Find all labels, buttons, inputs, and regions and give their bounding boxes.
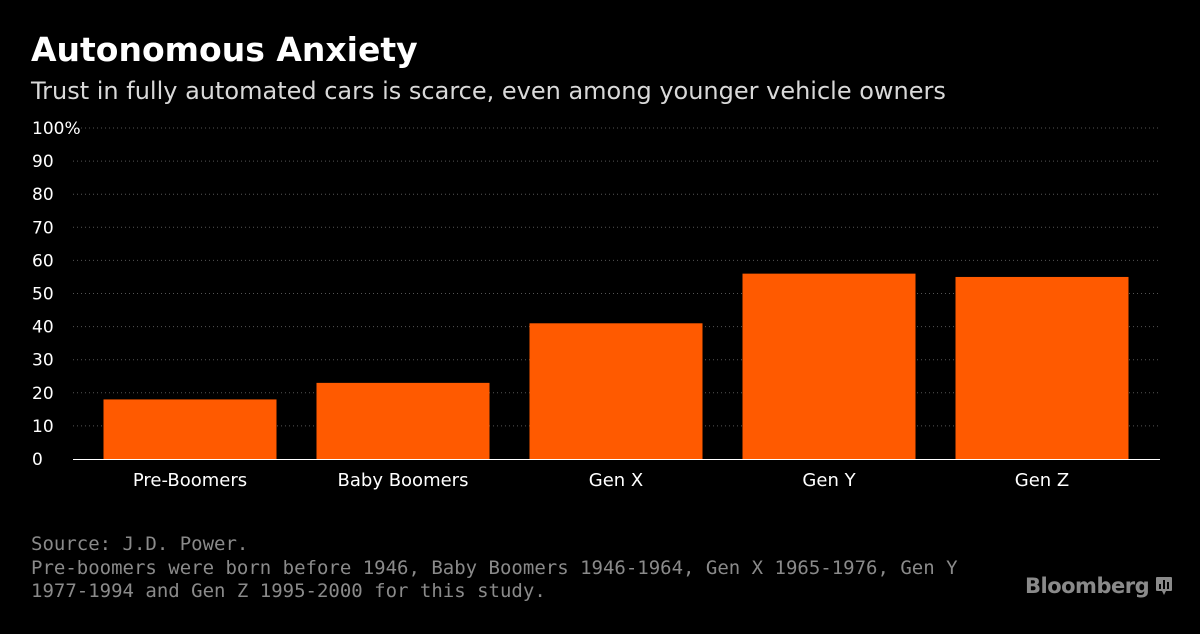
x-tick-label: Pre-Boomers [133, 470, 247, 491]
bloomberg-chart-icon [1156, 577, 1173, 595]
y-tick-label: 60 [32, 251, 54, 271]
y-tick-label: 90 [32, 152, 54, 172]
x-axis-ticks: Pre-Boomers Baby Boomers Gen X Gen Y Gen Z [133, 470, 1069, 491]
brand-name: Bloomberg [1025, 574, 1150, 598]
x-tick-label: Gen Z [1015, 470, 1069, 491]
bar [316, 382, 490, 459]
y-tick-label: 0 [32, 450, 43, 470]
x-tick-label: Gen Y [802, 470, 856, 491]
y-tick-label: 20 [32, 384, 54, 404]
footnote-line: 1977-1994 and Gen Z 1995-2000 for this s… [31, 580, 546, 602]
chart-title: Autonomous Anxiety [31, 30, 418, 69]
x-tick-label: Gen X [589, 470, 643, 491]
bloomberg-logo: Bloomberg [1025, 574, 1173, 598]
bar [529, 323, 703, 459]
footnote-line: Pre-boomers were born before 1946, Baby … [31, 557, 958, 579]
y-axis-ticks: 0 10 20 30 40 50 60 70 80 90 100% [32, 119, 81, 470]
bar-chart: 0 10 20 30 40 50 60 70 80 90 100% Pre-Boomers Baby … [32, 119, 1160, 491]
bar [103, 399, 277, 459]
chart-subtitle: Trust in fully automated cars is scarce,… [31, 77, 946, 105]
bar [742, 273, 916, 459]
x-tick-label: Baby Boomers [338, 470, 469, 491]
footnote: Pre-boomers were born before 1946, Baby … [31, 557, 1011, 603]
y-tick-label: 30 [32, 351, 54, 371]
source-note: Source: J.D. Power. [31, 533, 249, 555]
bar [955, 276, 1129, 459]
y-tick-label: 100% [32, 119, 81, 139]
y-tick-label: 40 [32, 318, 54, 338]
y-tick-label: 80 [32, 185, 54, 205]
y-tick-label: 50 [32, 285, 54, 305]
y-tick-label: 70 [32, 218, 54, 238]
y-tick-label: 10 [32, 417, 54, 437]
bars [103, 273, 1129, 459]
